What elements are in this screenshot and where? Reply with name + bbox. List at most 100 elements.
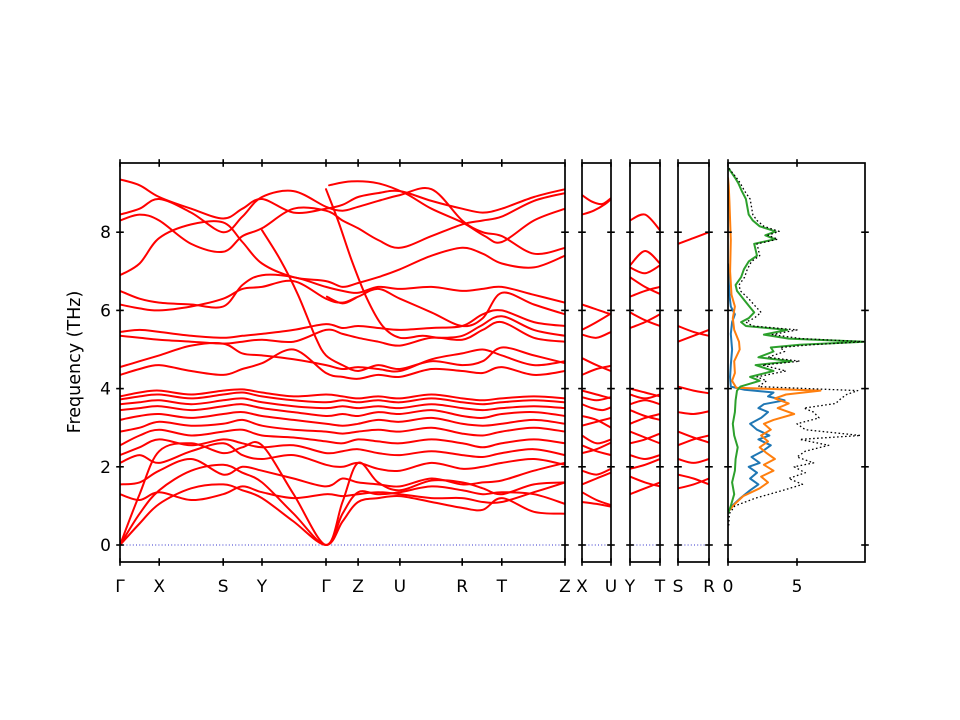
total-dos-curve bbox=[728, 167, 865, 526]
x-tick-label: R bbox=[456, 577, 468, 597]
phonon-band bbox=[630, 430, 660, 445]
phonon-band bbox=[582, 491, 611, 507]
partial-dos-blue-curve bbox=[728, 263, 786, 513]
phonon-band bbox=[582, 403, 611, 412]
x-tick-label: T bbox=[496, 577, 508, 597]
phonon-band bbox=[582, 467, 611, 476]
phonon-band bbox=[120, 438, 565, 459]
phonon-band bbox=[630, 432, 660, 445]
panel-frame bbox=[677, 162, 710, 563]
x-tick-label: Z bbox=[559, 577, 571, 597]
y-tick-label: 2 bbox=[100, 458, 111, 478]
x-tick-label: T bbox=[654, 577, 666, 597]
phonon-band bbox=[678, 328, 709, 343]
phonon-band bbox=[261, 229, 565, 372]
phonon-band bbox=[630, 475, 660, 488]
phonon-band bbox=[120, 403, 565, 419]
phonon-band bbox=[582, 303, 611, 316]
phonon-band bbox=[120, 418, 565, 437]
phonon-band bbox=[582, 444, 611, 457]
phonon-band bbox=[582, 441, 611, 455]
phonon-band bbox=[120, 483, 565, 546]
x-tick-label: X bbox=[153, 577, 165, 597]
y-axis-label: Frequency (THz) bbox=[65, 291, 85, 434]
phonon-band bbox=[678, 473, 709, 486]
y-tick-label: 6 bbox=[100, 301, 111, 321]
x-tick-label: Γ bbox=[321, 577, 331, 597]
phonon-band bbox=[582, 357, 611, 372]
y-tick-label: 8 bbox=[100, 223, 111, 243]
phonon-band bbox=[630, 409, 660, 421]
dos-x-tick-label: 5 bbox=[792, 577, 803, 597]
phonon-band bbox=[582, 415, 611, 429]
phonon-band bbox=[120, 441, 565, 546]
phonon-band bbox=[120, 220, 565, 288]
phonon-band bbox=[678, 385, 709, 395]
x-tick-label: U bbox=[394, 577, 406, 597]
phonon-band bbox=[120, 348, 565, 380]
phonon-band bbox=[630, 264, 660, 275]
y-tick-label: 0 bbox=[100, 536, 111, 556]
x-tick-label: S bbox=[673, 577, 684, 597]
phonon-band bbox=[328, 180, 565, 244]
phonon-band bbox=[120, 442, 565, 473]
x-tick-label: S bbox=[218, 577, 229, 597]
phonon-band bbox=[630, 413, 660, 425]
partial-dos-orange-curve bbox=[728, 177, 822, 513]
x-tick-label: X bbox=[576, 577, 588, 597]
x-tick-label: Z bbox=[352, 577, 364, 597]
phonon-band bbox=[582, 330, 611, 339]
phonon-band bbox=[630, 393, 660, 400]
x-tick-label: R bbox=[703, 577, 715, 597]
phonon-band bbox=[678, 325, 709, 337]
panel-frame bbox=[629, 162, 661, 563]
phonon-band bbox=[630, 285, 660, 298]
dos-x-tick-label: 0 bbox=[723, 577, 734, 597]
phonon-band bbox=[582, 434, 611, 445]
phonon-band bbox=[582, 396, 611, 402]
x-tick-label: Y bbox=[256, 577, 268, 597]
x-tick-label: Y bbox=[624, 577, 636, 597]
phonon-band bbox=[678, 430, 709, 444]
phonon-band bbox=[582, 471, 611, 486]
partial-dos-green-curve bbox=[728, 167, 865, 515]
phonon-band bbox=[120, 187, 565, 256]
phonon-band bbox=[120, 391, 565, 406]
phonon-band bbox=[120, 273, 565, 309]
x-tick-label: U bbox=[605, 577, 617, 597]
phonon-band bbox=[630, 250, 660, 267]
phonon-band bbox=[120, 192, 565, 254]
phonon-band bbox=[120, 463, 565, 546]
phonon-band bbox=[120, 411, 565, 427]
y-tick-label: 4 bbox=[100, 380, 111, 400]
phonon-band bbox=[325, 295, 357, 305]
phonon-band bbox=[678, 477, 709, 490]
phonon-band bbox=[678, 458, 709, 464]
phonon-band bbox=[678, 434, 709, 447]
phonon-band bbox=[630, 481, 660, 496]
panel-frame bbox=[119, 162, 566, 563]
phonon-band bbox=[120, 481, 565, 504]
phonon-band bbox=[582, 501, 611, 508]
phonon-band bbox=[630, 458, 660, 470]
phonon-band bbox=[120, 309, 565, 339]
phonon-band bbox=[120, 457, 565, 488]
phonon-band bbox=[678, 231, 709, 245]
phonon-band bbox=[582, 416, 611, 427]
phonon-band bbox=[582, 312, 611, 331]
phonon-band bbox=[120, 388, 565, 402]
phonon-band bbox=[678, 410, 709, 416]
phonon-band bbox=[582, 364, 611, 376]
phonon-band bbox=[120, 397, 565, 412]
panel-frame bbox=[581, 162, 612, 563]
phonon-band bbox=[120, 342, 565, 373]
phonon-band bbox=[325, 188, 565, 340]
